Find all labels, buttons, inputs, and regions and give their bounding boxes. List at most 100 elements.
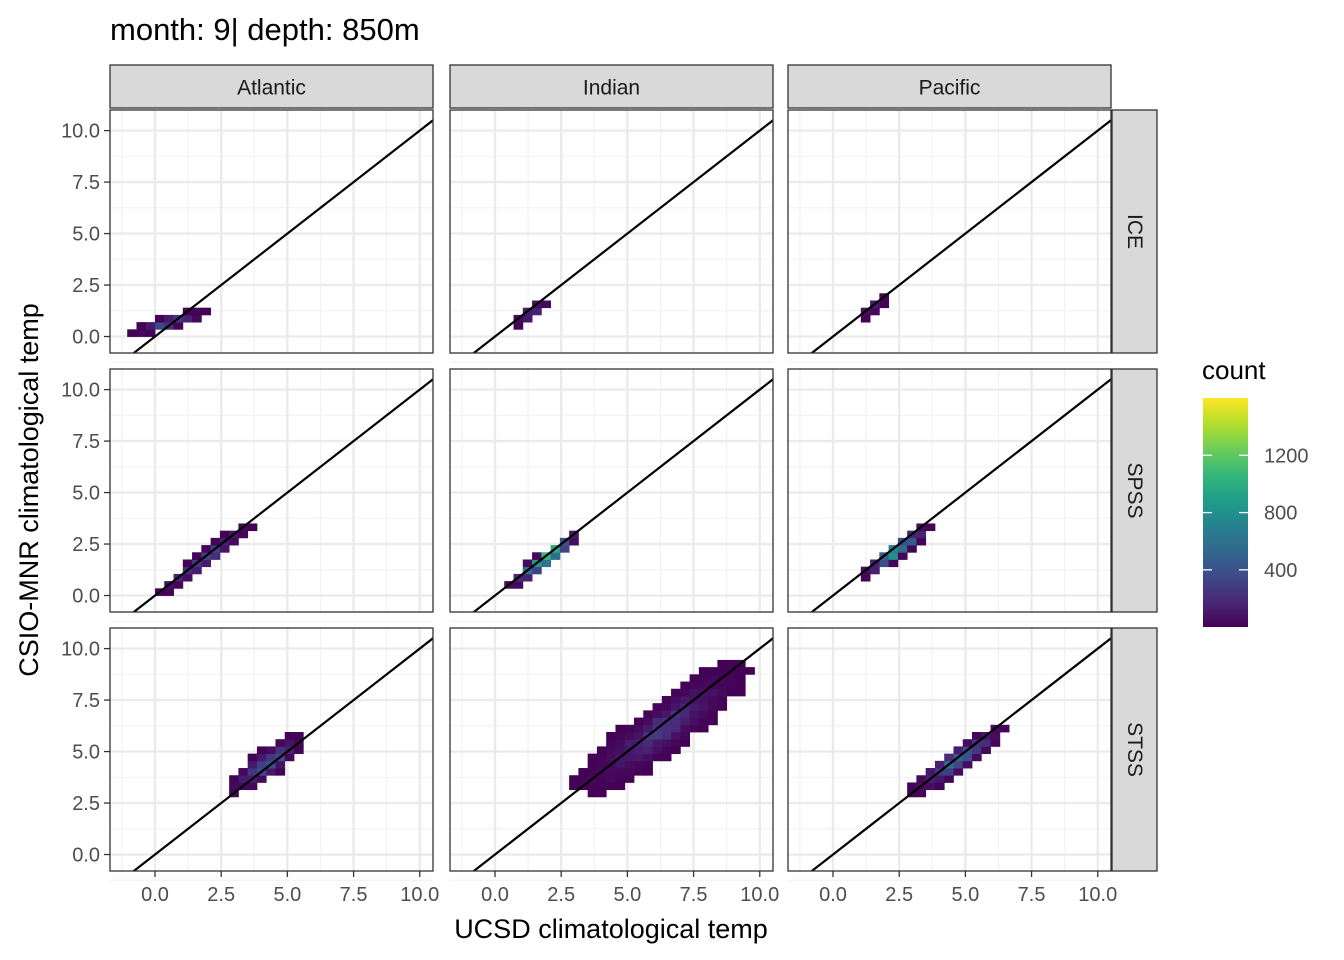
heatmap-bin (698, 710, 709, 718)
heatmap-bin (550, 552, 561, 560)
panel-background (110, 369, 433, 612)
heatmap-bin (210, 552, 221, 560)
heatmap-bin (708, 717, 718, 726)
heatmap-bin (671, 746, 681, 755)
heatmap-bin (888, 559, 899, 568)
heatmap-bin (972, 753, 982, 762)
chart-title: month: 9| depth: 850m (110, 12, 420, 47)
heatmap-bin (192, 566, 202, 575)
heatmap-bin (652, 703, 663, 711)
heatmap-bin (643, 760, 653, 769)
heatmap-bin (916, 775, 927, 783)
heatmap-bin (680, 717, 691, 726)
x-tick-label: 10.0 (1078, 884, 1117, 906)
y-tick-label: 7.5 (72, 431, 100, 453)
heatmap-bin (606, 739, 616, 747)
heatmap-bin (606, 746, 616, 755)
facet-strip-spss: SPSS (1111, 368, 1158, 613)
heatmap-bin (689, 703, 700, 711)
y-tick-label: 0.0 (72, 845, 100, 867)
heatmap-bin (735, 667, 746, 675)
heatmap-bin (615, 732, 626, 740)
heatmap-bin (860, 573, 871, 582)
heatmap-bin (907, 545, 917, 553)
heatmap-bin (689, 681, 700, 690)
strip-label: Pacific (919, 77, 981, 100)
heatmap-bin (145, 322, 156, 330)
heatmap-bin (201, 307, 212, 316)
x-tick-label: 2.5 (207, 884, 235, 906)
heatmap-bin (661, 724, 672, 733)
panel-border (449, 627, 774, 872)
heatmap-bin (294, 746, 304, 755)
heatmap-bin (173, 581, 184, 589)
panel-background (110, 110, 433, 353)
heatmap-bin (652, 710, 663, 718)
y-tick-label: 2.5 (72, 793, 100, 815)
heatmap-bin (284, 732, 295, 740)
heatmap-bin (596, 746, 607, 755)
heatmap-bin (708, 688, 718, 697)
facet-strip-stss: STSS (1111, 627, 1158, 872)
heatmap-bin (944, 753, 954, 762)
color-legend: count 400 800 1200 (1202, 355, 1309, 627)
heatmap-bin (698, 724, 709, 733)
heatmap-bin (953, 760, 964, 769)
heatmap-bin (522, 314, 533, 323)
heatmap-bin (726, 674, 737, 682)
strip-background (1111, 627, 1158, 872)
panel-border (449, 109, 774, 354)
heatmap-bin (643, 746, 653, 755)
y-tick-label: 10.0 (61, 380, 100, 402)
heatmap-bin (981, 739, 991, 747)
heatmap-bin (136, 329, 147, 337)
panel-border (109, 627, 434, 872)
heatmap-bin (541, 559, 552, 568)
heatmap-bin (606, 732, 616, 740)
x-axis-label: UCSD climatological temp (454, 914, 768, 944)
heatmap-bin (897, 545, 908, 553)
heatmap-bin (698, 703, 709, 711)
identity-reference-line (810, 119, 1111, 353)
strip-label: ICE (1123, 214, 1146, 249)
heatmap-bin (219, 545, 230, 553)
heatmap-bin (569, 775, 579, 783)
heatmap-bin (726, 688, 737, 697)
heatmap-bin (266, 768, 276, 776)
heatmap-bin (275, 746, 286, 755)
legend-tick-label: 800 (1264, 503, 1297, 525)
heatmap-bin (127, 329, 137, 337)
panel-border (109, 368, 434, 613)
heatmap-bin (689, 717, 700, 726)
panel-border (449, 368, 774, 613)
heatmap-bin (615, 739, 626, 747)
heatmap-bin (164, 588, 174, 596)
y-tick-label: 0.0 (72, 586, 100, 608)
x-tick-label: 7.5 (340, 884, 368, 906)
heatmap-bin (587, 782, 598, 791)
heatmap-bin (275, 760, 286, 769)
heatmap-bin (559, 545, 570, 553)
heatmap-bin (247, 523, 258, 532)
x-tick-label: 10.0 (400, 884, 439, 906)
identity-reference-line (810, 637, 1111, 871)
heatmap-bin (201, 545, 212, 553)
heatmap-bin (962, 739, 973, 747)
heatmap-bin (513, 322, 524, 330)
heatmap-bin (999, 724, 1010, 733)
heatmap-bin (671, 717, 681, 726)
y-tick-label: 7.5 (72, 172, 100, 194)
heatmap-bin (717, 667, 728, 675)
heatmap-bin (708, 703, 718, 711)
heatmap-bin (916, 530, 927, 539)
heatmap-bin (275, 739, 286, 747)
heatmap-bin (934, 782, 945, 791)
heatmap-bin (569, 782, 579, 791)
heatmap-bin (916, 537, 927, 546)
heatmap-bin (972, 732, 982, 740)
heatmap-bin (717, 703, 728, 711)
legend-tick-label: 400 (1264, 560, 1297, 582)
heatmap-bin (624, 775, 635, 783)
heatmap-bin (944, 775, 954, 783)
facet-panels: 0.0 2.5 5.0 7.5 10.0 0.0 2.5 5.0 7.5 10.0 0.0 2.5 5.… (61, 64, 1158, 906)
